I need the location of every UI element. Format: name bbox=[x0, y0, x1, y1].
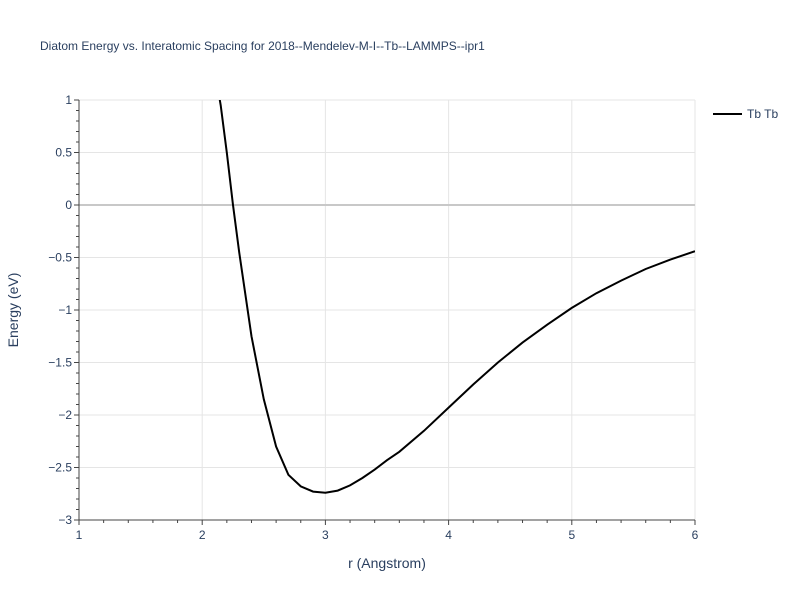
y-axis-title: Energy (eV) bbox=[5, 273, 21, 348]
legend[interactable]: Tb Tb bbox=[713, 107, 778, 121]
x-tick-label: 6 bbox=[692, 528, 699, 542]
grid bbox=[79, 99, 696, 520]
y-tick-labels: −3 −2.5 −2 −1.5 −1 −0.5 0 0.5 1 bbox=[48, 93, 72, 527]
x-tick-labels: 1 2 3 4 5 6 bbox=[76, 528, 699, 542]
y-tick-label: 0.5 bbox=[55, 146, 72, 160]
x-axis-title: r (Angstrom) bbox=[348, 555, 426, 571]
series-line-tb-tb bbox=[218, 100, 695, 494]
chart-title: Diatom Energy vs. Interatomic Spacing fo… bbox=[40, 39, 485, 53]
legend-label: Tb Tb bbox=[747, 107, 778, 121]
y-tick-label: −2 bbox=[58, 408, 72, 422]
x-tick-label: 1 bbox=[76, 528, 83, 542]
x-tick-label: 5 bbox=[568, 528, 575, 542]
y-tick-label: −1 bbox=[58, 303, 72, 317]
axes bbox=[74, 99, 696, 525]
x-tick-label: 3 bbox=[322, 528, 329, 542]
y-tick-label: 1 bbox=[65, 93, 72, 107]
x-tick-label: 4 bbox=[445, 528, 452, 542]
y-tick-label: 0 bbox=[65, 198, 72, 212]
y-tick-label: −1.5 bbox=[48, 356, 72, 370]
y-tick-label: −0.5 bbox=[48, 251, 72, 265]
y-tick-label: −3 bbox=[58, 513, 72, 527]
x-tick-label: 2 bbox=[199, 528, 206, 542]
y-tick-label: −2.5 bbox=[48, 461, 72, 475]
